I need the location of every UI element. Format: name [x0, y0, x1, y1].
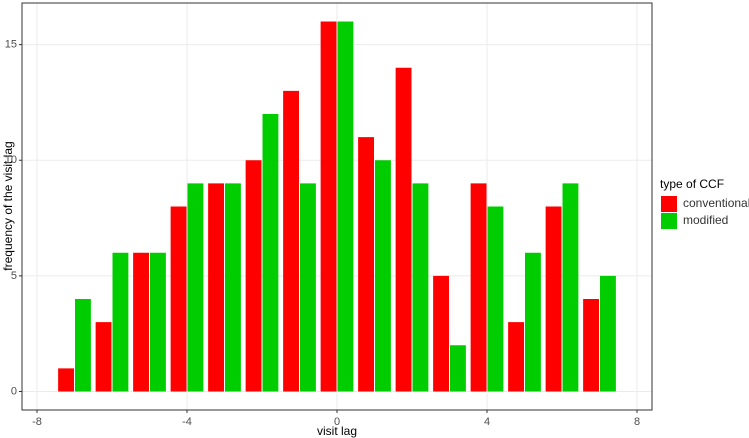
bar: [112, 252, 129, 392]
bar: [583, 299, 599, 392]
x-axis-title: visit lag: [317, 424, 357, 438]
legend-label: modified: [683, 213, 728, 227]
bar: [320, 21, 337, 392]
bar: [187, 183, 204, 392]
y-tick-label: 5: [11, 270, 17, 282]
x-tick-label: -8: [32, 416, 42, 428]
legend-label: conventional: [683, 196, 749, 210]
bar: [262, 114, 279, 392]
bar: [337, 21, 354, 392]
bar: [395, 67, 412, 392]
bar: [433, 275, 449, 392]
y-axis-title: frequency of the visit lag: [1, 141, 15, 270]
bar: [545, 206, 562, 392]
bar: [133, 252, 149, 392]
bar: [600, 275, 616, 392]
bar: [562, 183, 579, 392]
bar: [358, 137, 374, 392]
y-tick-label: 10: [5, 154, 17, 166]
bar: [470, 183, 487, 392]
bar: [375, 160, 391, 392]
x-tick-label: 4: [484, 416, 490, 428]
x-tick-label: 8: [634, 416, 640, 428]
legend-key: [661, 213, 677, 229]
bar: [283, 90, 299, 392]
bar: [95, 322, 112, 392]
bar: [208, 183, 224, 392]
y-tick-label: 15: [5, 39, 17, 51]
legend-title: type of CCF: [660, 177, 724, 191]
bar: [300, 183, 316, 392]
x-tick-label: 0: [334, 416, 340, 428]
bar: [412, 183, 429, 392]
bar: [170, 206, 187, 392]
bar: [450, 345, 466, 392]
bar: [225, 183, 241, 392]
bar: [508, 322, 524, 392]
bar: [75, 299, 91, 392]
legend-key: [661, 196, 677, 212]
bar: [525, 252, 541, 392]
y-tick-label: 0: [11, 385, 17, 397]
bar: [487, 206, 504, 392]
bar: [245, 160, 262, 392]
x-tick-label: -4: [182, 416, 192, 428]
bar: [150, 252, 166, 392]
bar: [58, 368, 74, 392]
